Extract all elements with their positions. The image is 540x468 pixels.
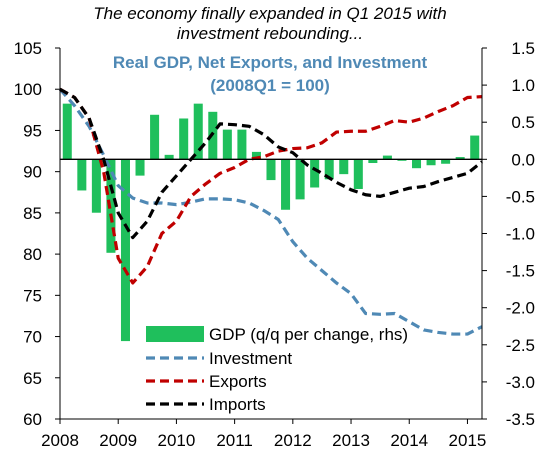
right-tick-label: -2.0: [506, 299, 535, 318]
gdp-bar-2009Q4: [164, 154, 174, 160]
left-tick-label: 75: [23, 286, 42, 305]
gdp-bar-2011Q3: [266, 159, 276, 181]
x-tick-label: 2012: [274, 431, 312, 450]
gdp-bar-2011Q1: [237, 129, 247, 160]
right-tick-label: 0.5: [511, 113, 535, 132]
left-tick-label: 65: [23, 369, 42, 388]
right-tick-label: 1.5: [511, 39, 535, 58]
left-tick-label: 80: [23, 245, 42, 264]
right-tick-label: -3.0: [506, 373, 535, 392]
legend: GDP (q/q per change, rhs) Investment Expor…: [146, 325, 408, 414]
chart-subtitle-text: (2008Q1 = 100): [210, 76, 330, 95]
gdp-bar-2013Q3: [382, 155, 392, 160]
gdp-bar-2008Q2: [77, 159, 87, 191]
x-tick-label: 2008: [41, 431, 79, 450]
right-tick-label: -3.5: [506, 410, 535, 429]
figure-title-line-1: The economy finally expanded in Q1 2015 …: [93, 4, 447, 23]
gdp-bar-2009Q1: [120, 159, 130, 342]
gdp-bar-2009Q2: [135, 159, 145, 176]
series-line-investment: [58, 88, 483, 336]
gdp-bar-2012Q3: [324, 159, 334, 180]
left-tick-label: 95: [23, 121, 42, 140]
left-tick-label: 70: [23, 328, 42, 347]
gdp-bar-2011Q4: [281, 159, 291, 210]
left-tick-label: 105: [14, 39, 42, 58]
right-tick-label: -1.5: [506, 262, 535, 281]
chart-title: Real GDP, Net Exports, and Investment (2…: [113, 53, 428, 95]
gdp-bar-2010Q4: [222, 129, 232, 160]
gdp-bar-2008Q1: [62, 103, 72, 160]
axes: 60 65 70 75 80 85 90 95 100 105 -3.5 -3.0 -2.5 -2.0 -1…: [14, 39, 535, 450]
legend-label: Exports: [209, 372, 267, 391]
chart-title-text: Real GDP, Net Exports, and Investment: [113, 53, 428, 72]
gdp-bar-2010Q1: [179, 118, 189, 160]
gdp-bar-2014Q3: [441, 159, 451, 164]
gdp-bar-2014Q1: [412, 159, 422, 169]
gdp-bar-2014Q2: [426, 159, 436, 166]
x-tick-label: 2013: [332, 431, 370, 450]
gdp-bar-2009Q3: [150, 114, 160, 160]
gdp-bar-2010Q2: [193, 103, 203, 160]
right-tick-label: 1.0: [511, 76, 535, 95]
gdp-bar-2013Q2: [368, 159, 378, 164]
x-tick-label: 2011: [216, 431, 253, 450]
x-tick-label: 2010: [157, 431, 195, 450]
x-tick-label: 2015: [449, 431, 487, 450]
left-tick-label: 100: [14, 80, 42, 99]
gdp-bar-2013Q1: [353, 159, 363, 189]
left-tick-label: 90: [23, 163, 42, 182]
x-tick-label: 2009: [99, 431, 137, 450]
legend-label: Imports: [209, 395, 266, 414]
series-line-imports: [59, 87, 483, 240]
right-tick-label: -0.5: [506, 187, 535, 206]
right-tick-label: -2.5: [506, 336, 535, 355]
legend-label: GDP (q/q per change, rhs): [209, 325, 408, 344]
gdp-bar-2015Q1: [470, 135, 480, 160]
figure-title: The economy finally expanded in Q1 2015 …: [0, 4, 540, 44]
legend-label: Investment: [209, 349, 292, 368]
left-tick-label: 60: [23, 410, 42, 429]
right-tick-label: 0.0: [511, 150, 535, 169]
figure-title-line-2: investment rebounding...: [176, 24, 364, 43]
series-line-exports: [59, 87, 483, 285]
gdp-bar-2013Q4: [397, 159, 407, 161]
x-tick-label: 2014: [390, 431, 428, 450]
gdp-bar-2012Q2: [310, 159, 320, 188]
gdp-bar-2012Q1: [295, 159, 305, 200]
legend-swatch-gdp: [146, 326, 204, 342]
gdp-bar-2011Q2: [251, 151, 261, 160]
right-tick-label: -1.0: [506, 225, 535, 244]
left-tick-label: 85: [23, 204, 42, 223]
gdp-bar-2008Q3: [91, 159, 101, 213]
gdp-bar-2014Q4: [455, 157, 465, 160]
series-lines: [58, 87, 483, 336]
gdp-bar-2012Q4: [339, 159, 349, 175]
